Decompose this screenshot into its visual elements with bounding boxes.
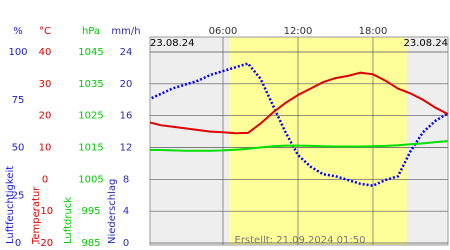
y-tick-label: -10 [37, 206, 53, 217]
y-tick-label: -20 [37, 238, 53, 249]
axis-label: Luftdruck [63, 197, 74, 244]
y-tick-label: 1025 [78, 111, 103, 122]
y-tick-label: 1045 [78, 47, 103, 58]
y-tick-label: 1005 [78, 174, 103, 185]
y-tick-label: 75 [12, 95, 25, 106]
x-tick-label: 06:00 [209, 26, 238, 37]
daylight [229, 37, 407, 245]
y-tick-label: 30 [39, 79, 52, 90]
axis-label: Luftfeuchtigkeit [5, 166, 16, 244]
date-right: 23.08.24 [403, 38, 448, 49]
date-left: 23.08.24 [150, 38, 195, 49]
y-tick-label: 985 [81, 238, 100, 249]
y-tick-label: 20 [39, 111, 52, 122]
y-tick-label: 4 [123, 206, 129, 217]
y-tick-label: 20 [120, 79, 133, 90]
axis-unit: % [13, 26, 23, 37]
y-tick-label: 12 [120, 143, 133, 154]
y-tick-label: 25 [12, 190, 25, 201]
x-tick-label: 18:00 [359, 26, 388, 37]
x-tick-label: 12:00 [284, 26, 313, 37]
axis-label: Temperatur [31, 186, 42, 245]
footer: Erstellt: 21.09.2024 01:50 [235, 235, 366, 246]
y-tick-label: 995 [81, 206, 100, 217]
y-tick-label: 0 [42, 174, 48, 185]
y-tick-label: 24 [120, 47, 133, 58]
axis-unit: °C [39, 26, 51, 37]
axis-unit: mm/h [111, 26, 140, 37]
y-tick-label: 0 [15, 238, 21, 249]
y-tick-label: 8 [123, 174, 129, 185]
series-line [150, 140, 448, 152]
axis-unit: hPa [82, 26, 100, 37]
axis-label: Niederschlag [107, 179, 118, 244]
y-tick-label: 50 [12, 143, 25, 154]
series-line [150, 71, 448, 135]
y-tick-label: 10 [39, 143, 52, 154]
y-tick-label: 1035 [78, 79, 103, 90]
y-tick-label: 0 [123, 238, 129, 249]
y-tick-label: 100 [8, 47, 27, 58]
y-tick-label: 1015 [78, 143, 103, 154]
series-line [150, 62, 448, 187]
y-tick-label: 16 [120, 111, 133, 122]
y-tick-label: 40 [39, 47, 52, 58]
